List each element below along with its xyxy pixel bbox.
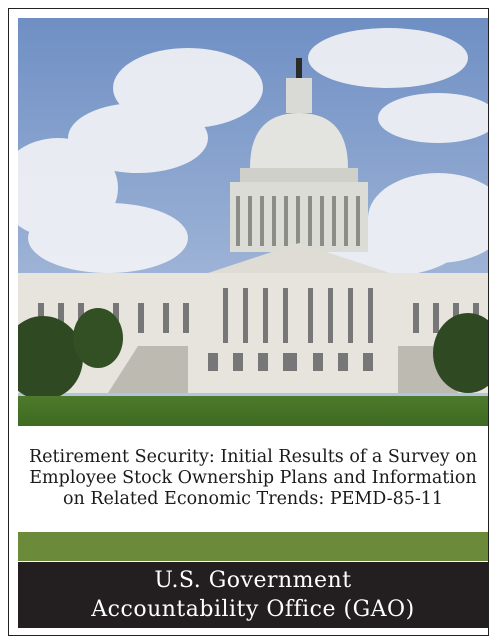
green-band	[18, 532, 488, 561]
book-cover: Retirement Security: Initial Results of …	[0, 0, 497, 644]
author-area: U.S. Government Accountability Office (G…	[18, 562, 488, 628]
cover-photo	[18, 18, 488, 426]
book-author: U.S. Government Accountability Office (G…	[83, 566, 423, 624]
title-area: Retirement Security: Initial Results of …	[18, 426, 488, 530]
book-title: Retirement Security: Initial Results of …	[28, 447, 478, 510]
